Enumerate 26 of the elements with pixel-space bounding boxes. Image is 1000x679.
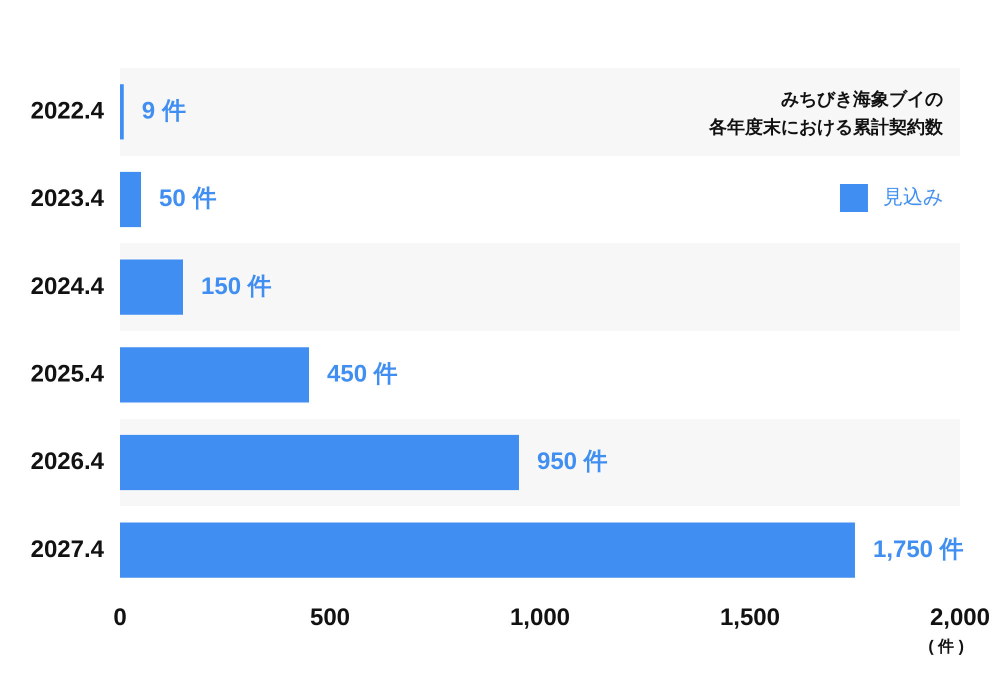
data-label: 150 件 bbox=[201, 272, 272, 300]
y-tick-label: 2026.4 bbox=[30, 448, 105, 476]
x-axis-title: ( 件 ) bbox=[928, 637, 964, 656]
data-label: 1,750 件 bbox=[872, 536, 964, 563]
y-tick-label: 2024.4 bbox=[30, 272, 105, 300]
data-label: 450 件 bbox=[326, 360, 398, 388]
data-label: 9 件 bbox=[142, 97, 186, 124]
bar bbox=[120, 434, 519, 490]
x-tick-label: 500 bbox=[310, 604, 350, 632]
x-tick-label: 0 bbox=[113, 604, 127, 632]
y-tick-label: 2022.4 bbox=[30, 97, 105, 124]
bar bbox=[120, 260, 183, 315]
data-label: 50 件 bbox=[159, 185, 216, 212]
x-tick-label: 2,000 bbox=[930, 604, 990, 632]
y-tick-label: 2023.4 bbox=[30, 185, 105, 212]
bar bbox=[120, 84, 124, 140]
legend-label: 見込み bbox=[882, 186, 943, 209]
y-tick-label: 2025.4 bbox=[30, 360, 105, 388]
bar bbox=[120, 172, 141, 228]
x-tick-label: 1,500 bbox=[720, 604, 780, 632]
bar bbox=[120, 522, 855, 578]
bar bbox=[120, 347, 309, 402]
text: みちびき海象ブイの各年度末における累計契約数 bbox=[708, 88, 944, 137]
x-tick-label: 1,000 bbox=[510, 604, 570, 632]
data-label: 950 件 bbox=[536, 448, 608, 476]
y-tick-label: 2027.4 bbox=[30, 536, 105, 563]
